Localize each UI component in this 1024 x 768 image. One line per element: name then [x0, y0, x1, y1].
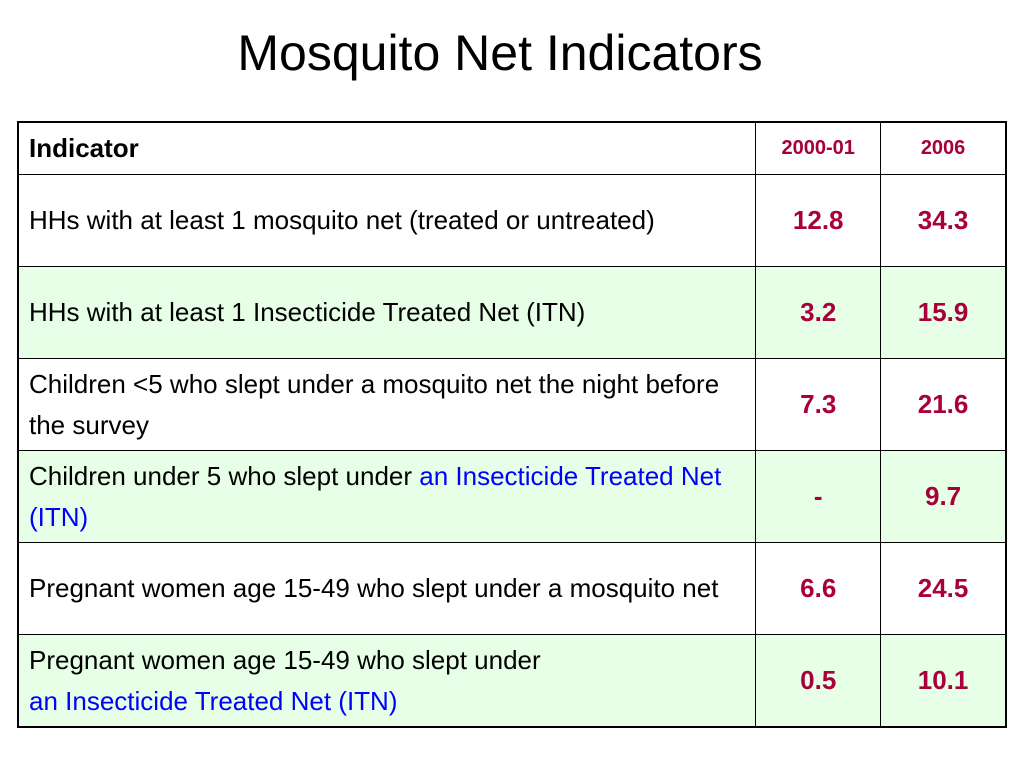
indicator-text: Pregnant women age 15-49 who slept under	[29, 644, 541, 675]
indicator-text: Children under 5 who slept under	[29, 460, 420, 491]
table-row: Pregnant women age 15-49 who slept under…	[17, 634, 1007, 728]
value-2000-01-cell: 0.5	[755, 634, 882, 728]
column-header-2006: 2006	[880, 121, 1007, 175]
table-row: Pregnant women age 15-49 who slept under…	[17, 542, 1007, 635]
value-2000-01-cell: 12.8	[755, 174, 882, 267]
indicator-cell: Pregnant women age 15-49 who slept under…	[17, 634, 757, 728]
indicator-cell: HHs with at least 1 mosquito net (treate…	[17, 174, 757, 267]
value-2006-cell: 24.5	[880, 542, 1007, 635]
indicator-cell: Pregnant women age 15-49 who slept under…	[17, 542, 757, 635]
value-2000-01-cell: 3.2	[755, 266, 882, 359]
table-row: HHs with at least 1 Insecticide Treated …	[17, 266, 1007, 359]
value-2000-01-cell: -	[755, 450, 882, 543]
value-2006-cell: 9.7	[880, 450, 1007, 543]
value-2006-cell: 21.6	[880, 358, 1007, 451]
value-2000-01-cell: 6.6	[755, 542, 882, 635]
table-row: Children under 5 who slept under an Inse…	[17, 450, 1007, 543]
indicator-cell: Children <5 who slept under a mosquito n…	[17, 358, 757, 451]
indicator-highlight-text: an Insecticide Treated Net (ITN)	[29, 685, 398, 716]
table-row: Children <5 who slept under a mosquito n…	[17, 358, 1007, 451]
indicator-cell: Children under 5 who slept under an Inse…	[17, 450, 757, 543]
page-title: Mosquito Net Indicators	[237, 25, 763, 81]
table-row: HHs with at least 1 mosquito net (treate…	[17, 174, 1007, 267]
value-2000-01-cell: 7.3	[755, 358, 882, 451]
table-header-row: Indicator 2000-01 2006	[17, 121, 1007, 175]
column-header-indicator: Indicator	[17, 121, 757, 175]
indicators-table: Indicator 2000-01 2006 HHs with at least…	[17, 121, 1007, 728]
value-2006-cell: 15.9	[880, 266, 1007, 359]
value-2006-cell: 10.1	[880, 634, 1007, 728]
indicator-highlight-text: an Insecticide Treated Net (ITN)	[29, 460, 722, 532]
indicator-cell: HHs with at least 1 Insecticide Treated …	[17, 266, 757, 359]
value-2006-cell: 34.3	[880, 174, 1007, 267]
column-header-2000-01: 2000-01	[755, 121, 882, 175]
